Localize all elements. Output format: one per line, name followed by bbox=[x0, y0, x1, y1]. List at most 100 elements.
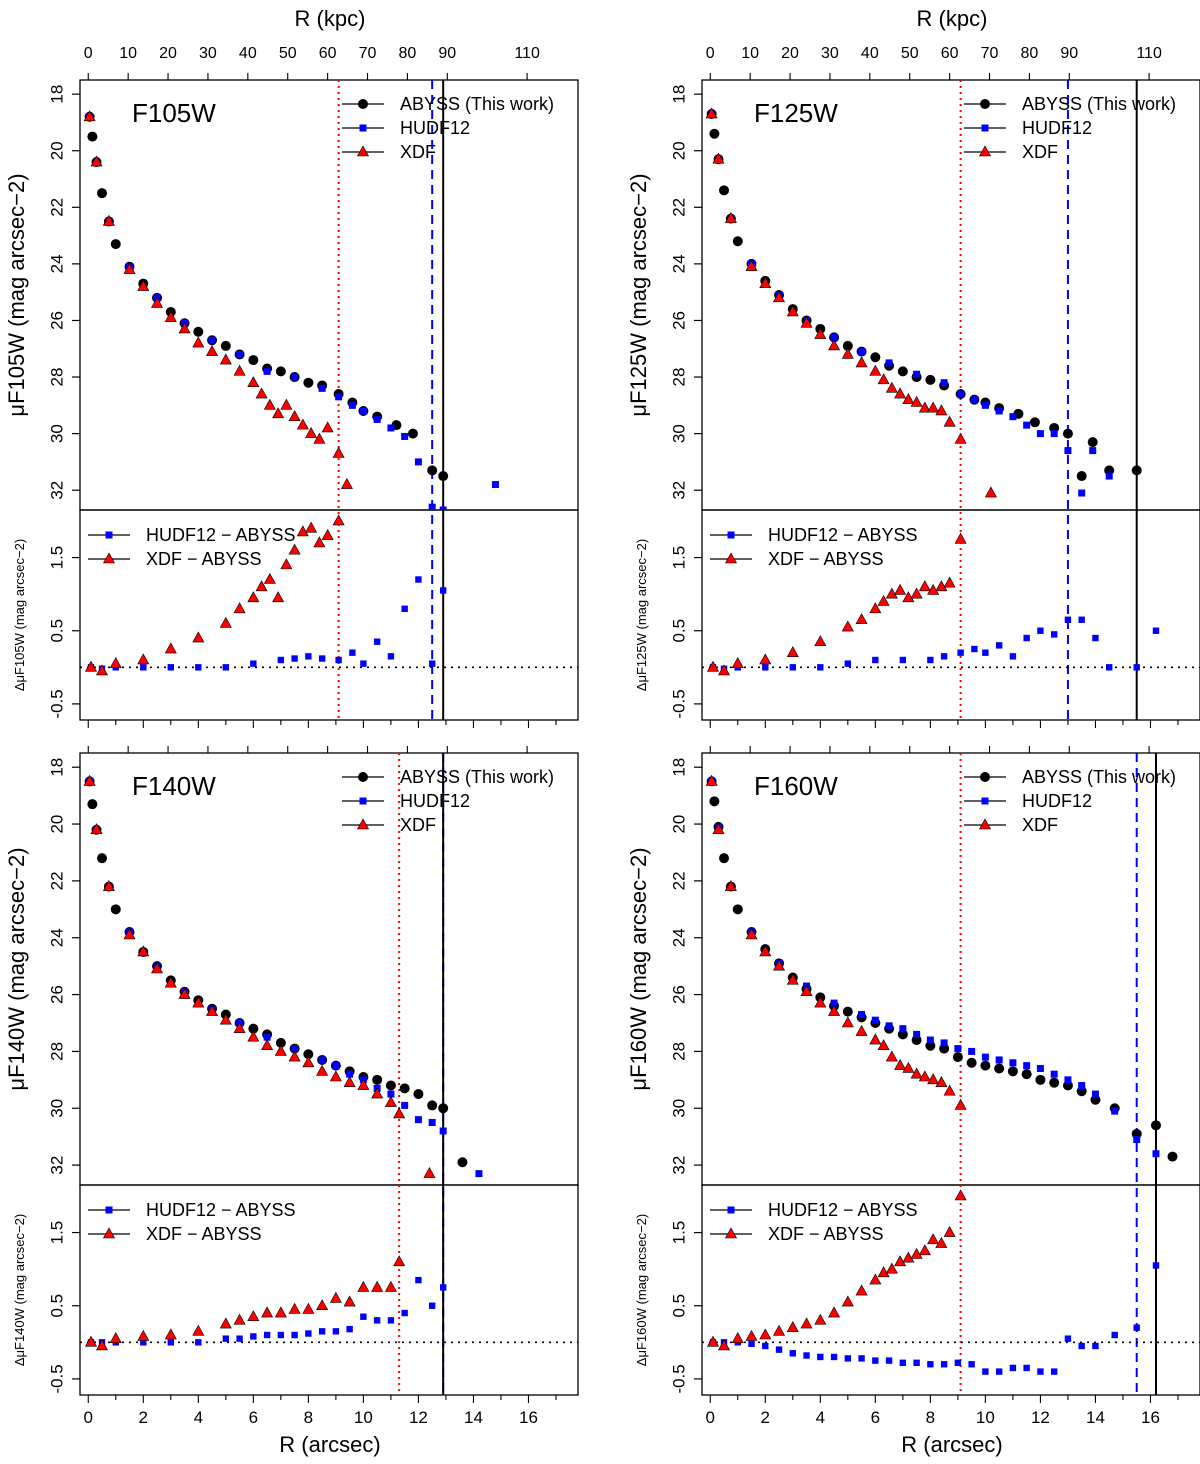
main-series-group bbox=[83, 774, 483, 1178]
sb-tick-label: 32 bbox=[669, 481, 688, 500]
kpc-tick-label: 70 bbox=[981, 45, 999, 62]
hudf12-residual-point bbox=[885, 1357, 893, 1364]
xdf-residual-point bbox=[272, 591, 285, 603]
hudf12-point bbox=[1064, 1076, 1072, 1084]
xdf-residual-point bbox=[786, 646, 799, 657]
legend-label: HUDF12 bbox=[1022, 118, 1092, 138]
hudf12-residual-point bbox=[844, 1355, 852, 1362]
sb-tick-label: 26 bbox=[669, 311, 688, 330]
xdf-point bbox=[954, 432, 967, 444]
residual-tick-label: 0.5 bbox=[669, 619, 688, 643]
hudf12-residual-point bbox=[360, 660, 367, 667]
residual-legend-hudf12-marker bbox=[105, 531, 113, 539]
legend-xdf-marker bbox=[356, 818, 370, 830]
hudf12-residual-point bbox=[1133, 664, 1140, 671]
residual-axis-label: ΔμF140W (mag arcsec−2) bbox=[12, 1214, 27, 1366]
hudf12-residual-point bbox=[872, 1357, 879, 1364]
xdf-point bbox=[302, 1056, 315, 1068]
xdf-residual-point bbox=[343, 1295, 356, 1307]
hudf12-point bbox=[401, 1101, 409, 1109]
xdf-point bbox=[724, 211, 737, 223]
xdf-residual-point bbox=[902, 591, 915, 603]
legend-label: HUDF12 bbox=[1022, 791, 1092, 811]
hudf12-residual-point bbox=[428, 1302, 436, 1309]
abyss-point bbox=[87, 799, 98, 810]
hudf12-residual-point bbox=[1106, 664, 1113, 671]
hudf12-residual-point bbox=[995, 1368, 1003, 1375]
xdf-residual-point bbox=[233, 602, 246, 614]
xdf-residual-point bbox=[255, 580, 268, 592]
sb-tick-label: 26 bbox=[669, 985, 688, 1004]
abyss-point bbox=[385, 1080, 396, 1091]
hudf12-point bbox=[885, 1022, 893, 1030]
xdf-point bbox=[918, 401, 931, 413]
xdf-point bbox=[705, 107, 718, 119]
xdf-residual-point bbox=[927, 1233, 940, 1245]
sb-tick-label: 32 bbox=[47, 1156, 66, 1175]
xdf-residual-point bbox=[935, 1236, 948, 1248]
hudf12-residual-point bbox=[415, 576, 422, 583]
xdf-residual-point bbox=[313, 536, 326, 548]
hudf12-residual-point bbox=[140, 1339, 147, 1346]
abyss-point bbox=[220, 340, 231, 351]
sb-tick-label: 24 bbox=[669, 254, 688, 273]
hudf12-point bbox=[414, 458, 422, 466]
xdf-residual-point bbox=[894, 583, 907, 595]
xdf-residual-point bbox=[943, 576, 956, 588]
residual-legend-hudf12-marker bbox=[727, 531, 735, 539]
kpc-tick-label: 110 bbox=[514, 45, 540, 62]
sb-tick-label: 26 bbox=[47, 311, 66, 330]
hudf12-residual-point bbox=[1078, 616, 1085, 623]
residual-tick-label: 0.5 bbox=[47, 619, 66, 643]
abyss-point bbox=[1087, 437, 1098, 448]
xdf-point bbox=[773, 291, 786, 303]
xdf-point bbox=[206, 344, 219, 356]
kpc-tick-label: 0 bbox=[706, 45, 715, 62]
xdf-point bbox=[261, 1039, 274, 1051]
abyss-point bbox=[1150, 1120, 1161, 1131]
panel-f125w: 18 20 22 24 26 28 30 32 -0.5 0.5 1.5 μF125W (mag ar… bbox=[626, 45, 1200, 728]
arcsec-tick-label: 16 bbox=[1141, 1408, 1160, 1427]
xdf-point bbox=[263, 398, 276, 410]
abyss-point bbox=[1167, 1151, 1178, 1162]
xdf-residual-point bbox=[877, 1266, 890, 1278]
residual-legend-xdf-marker bbox=[102, 1227, 116, 1239]
sb-axis-label: μF125W (mag arcsec−2) bbox=[626, 173, 651, 416]
xdf-point bbox=[357, 1078, 370, 1090]
xdf-residual-point bbox=[261, 1306, 274, 1318]
abyss-point bbox=[438, 1103, 449, 1114]
hudf12-point bbox=[957, 390, 965, 398]
hudf12-point bbox=[1023, 1062, 1031, 1070]
xdf-point bbox=[384, 1095, 397, 1107]
hudf12-residual-point bbox=[222, 664, 230, 671]
hudf12-residual-point bbox=[982, 1368, 989, 1375]
xdf-point bbox=[841, 347, 854, 359]
sb-axis-label: μF160W (mag arcsec−2) bbox=[626, 847, 651, 1090]
xdf-point bbox=[393, 1107, 406, 1119]
xdf-residual-point bbox=[910, 1247, 923, 1259]
residual-legend-xdf-marker bbox=[724, 1227, 738, 1239]
arcsec-tick-label: 0 bbox=[84, 1408, 93, 1427]
arcsec-tick-label: 10 bbox=[976, 1408, 995, 1427]
arcsec-tick-label: 12 bbox=[409, 1408, 428, 1427]
hudf12-residual-point bbox=[291, 1331, 298, 1339]
hudf12-point bbox=[1009, 1059, 1017, 1067]
sb-tick-label: 20 bbox=[47, 815, 66, 834]
xdf-residual-point bbox=[718, 1339, 731, 1351]
hudf12-residual-point bbox=[439, 587, 447, 594]
arcsec-tick-label: 4 bbox=[194, 1408, 203, 1427]
xdf-residual-point bbox=[910, 587, 923, 599]
hudf12-point bbox=[981, 401, 989, 409]
xdf-point bbox=[927, 1073, 940, 1085]
residual-axis-label: ΔμF105W (mag arcsec−2) bbox=[12, 539, 27, 691]
xdf-residual-point bbox=[902, 1251, 915, 1263]
hudf12-point bbox=[359, 407, 367, 415]
xdf-residual-point bbox=[894, 1255, 907, 1267]
xdf-point bbox=[90, 823, 103, 835]
hudf12-residual-point bbox=[1133, 1324, 1140, 1331]
xdf-point bbox=[885, 1050, 898, 1062]
hudf12-residual-point bbox=[1152, 1262, 1160, 1269]
arcsec-tick-label: 2 bbox=[761, 1408, 770, 1427]
xdf-point bbox=[869, 364, 882, 376]
